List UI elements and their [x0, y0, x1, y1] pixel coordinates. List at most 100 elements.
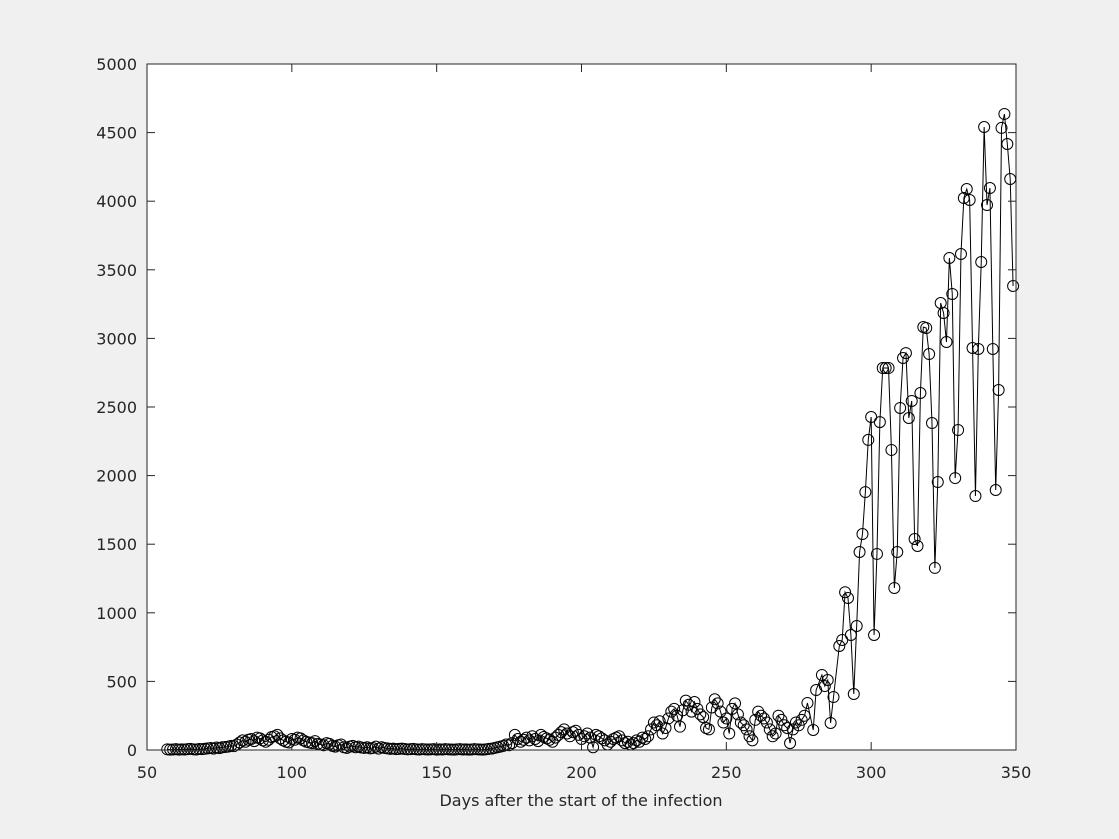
data-point: [401, 743, 414, 756]
data-point: [598, 734, 611, 747]
data-point: [920, 321, 933, 334]
data-point: [1001, 137, 1014, 150]
data-point: [879, 362, 892, 375]
data-point: [239, 735, 252, 748]
data-point: [746, 734, 759, 747]
data-point: [894, 401, 907, 414]
data-point: [578, 730, 591, 743]
data-point: [868, 629, 881, 642]
data-point: [656, 727, 669, 740]
data-point: [647, 716, 660, 729]
data-point: [905, 394, 918, 407]
data-point: [818, 680, 831, 693]
data-point: [520, 731, 533, 744]
data-point: [957, 192, 970, 205]
data-point: [245, 733, 258, 746]
y-tick-label: 1000: [96, 604, 137, 623]
data-point: [989, 484, 1002, 497]
data-point: [928, 561, 941, 574]
y-tick-label: 500: [106, 672, 137, 691]
data-point: [914, 387, 927, 400]
y-tick-label: 5000: [96, 55, 137, 74]
data-point: [711, 697, 724, 710]
data-point: [954, 248, 967, 261]
data-point: [720, 712, 733, 725]
data-point: [439, 743, 452, 756]
data-point: [621, 735, 634, 748]
data-point: [253, 732, 266, 745]
data-point: [248, 735, 261, 748]
data-point: [891, 546, 904, 559]
data-point: [795, 713, 808, 726]
data-point: [911, 539, 924, 552]
data-point: [471, 743, 484, 756]
data-point: [708, 693, 721, 706]
data-point: [410, 743, 423, 756]
data-point: [227, 740, 240, 753]
data-point: [697, 711, 710, 724]
data-point: [784, 737, 797, 750]
data-point: [978, 120, 991, 133]
x-tick-label: 250: [711, 763, 742, 782]
data-point: [841, 591, 854, 604]
data-point: [723, 727, 736, 740]
data-point: [870, 547, 883, 560]
data-point: [966, 342, 979, 355]
y-tick-label: 3000: [96, 329, 137, 348]
data-point: [827, 691, 840, 704]
data-point: [882, 362, 895, 375]
data-point: [931, 476, 944, 489]
data-point: [983, 182, 996, 195]
axes-background: [147, 64, 1016, 750]
data-point: [740, 723, 753, 736]
data-point: [737, 719, 750, 732]
plot-area: [161, 107, 1020, 756]
data-point: [757, 712, 770, 725]
data-point: [859, 486, 872, 499]
y-tick-label: 2000: [96, 467, 137, 486]
data-point: [187, 743, 200, 756]
data-point: [952, 424, 965, 437]
data-point: [639, 733, 652, 746]
data-point: [503, 739, 516, 752]
data-point: [856, 528, 869, 541]
data-point: [876, 362, 889, 375]
data-point: [925, 417, 938, 430]
data-point: [821, 674, 834, 687]
x-tick-label: 100: [277, 763, 308, 782]
data-point: [847, 688, 860, 701]
x-tick-label: 50: [137, 763, 157, 782]
data-point: [923, 348, 936, 361]
x-tick-label: 200: [566, 763, 597, 782]
data-point: [862, 433, 875, 446]
data-point: [633, 735, 646, 748]
data-point: [981, 199, 994, 212]
data-point: [642, 730, 655, 743]
data-point: [946, 287, 959, 300]
data-point: [679, 694, 692, 707]
data-point: [650, 719, 663, 732]
data-point: [419, 743, 432, 756]
data-point: [416, 743, 429, 756]
y-tick-label: 4500: [96, 124, 137, 143]
y-tick-label: 2500: [96, 398, 137, 417]
data-point: [445, 743, 458, 756]
data-point: [992, 383, 1005, 396]
data-point: [323, 737, 336, 750]
data-point: [949, 472, 962, 485]
data-point: [673, 720, 686, 733]
y-tick-label: 1500: [96, 535, 137, 554]
data-point: [943, 252, 956, 265]
data-point: [450, 743, 463, 756]
data-point: [317, 739, 330, 752]
data-point: [833, 640, 846, 653]
data-point: [523, 734, 536, 747]
y-tick-label: 4000: [96, 192, 137, 211]
data-point: [456, 743, 469, 756]
data-point: [972, 342, 985, 355]
data-point: [899, 347, 912, 360]
data-point: [627, 737, 640, 750]
data-point: [1007, 279, 1020, 292]
data-point: [873, 416, 886, 429]
data-point: [306, 737, 319, 750]
